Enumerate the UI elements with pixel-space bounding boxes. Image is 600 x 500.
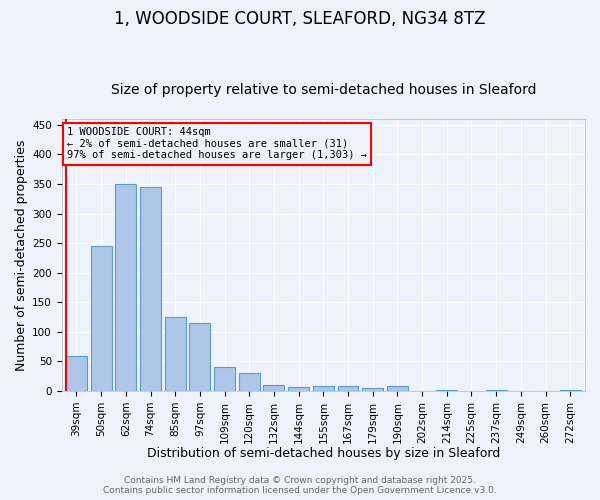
Bar bbox=[140, 187, 161, 391]
Text: 1, WOODSIDE COURT, SLEAFORD, NG34 8TZ: 1, WOODSIDE COURT, SLEAFORD, NG34 8TZ bbox=[114, 10, 486, 28]
Bar bbox=[91, 246, 112, 391]
Text: Contains HM Land Registry data © Crown copyright and database right 2025.
Contai: Contains HM Land Registry data © Crown c… bbox=[103, 476, 497, 495]
Bar bbox=[485, 390, 506, 391]
Bar bbox=[387, 386, 408, 391]
Bar bbox=[214, 368, 235, 391]
Text: 1 WOODSIDE COURT: 44sqm
← 2% of semi-detached houses are smaller (31)
97% of sem: 1 WOODSIDE COURT: 44sqm ← 2% of semi-det… bbox=[67, 127, 367, 160]
Bar bbox=[190, 323, 211, 391]
X-axis label: Distribution of semi-detached houses by size in Sleaford: Distribution of semi-detached houses by … bbox=[146, 447, 500, 460]
Bar bbox=[560, 390, 581, 391]
Bar bbox=[165, 317, 185, 391]
Bar bbox=[313, 386, 334, 391]
Bar bbox=[338, 386, 358, 391]
Y-axis label: Number of semi-detached properties: Number of semi-detached properties bbox=[15, 140, 28, 370]
Bar bbox=[362, 388, 383, 391]
Bar bbox=[239, 373, 260, 391]
Title: Size of property relative to semi-detached houses in Sleaford: Size of property relative to semi-detach… bbox=[110, 83, 536, 97]
Bar bbox=[436, 390, 457, 391]
Bar bbox=[66, 356, 87, 391]
Bar bbox=[288, 387, 309, 391]
Bar bbox=[115, 184, 136, 391]
Bar bbox=[263, 385, 284, 391]
